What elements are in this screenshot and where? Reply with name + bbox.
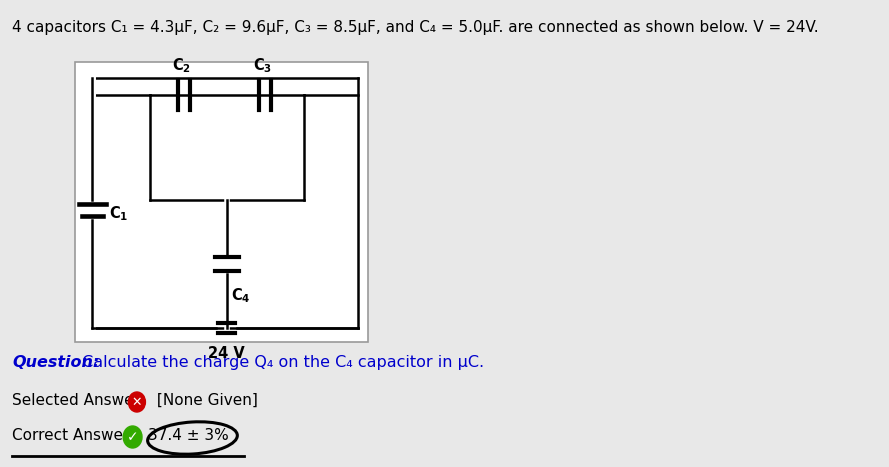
Text: $\mathbf{C_1}$: $\mathbf{C_1}$ [109,205,129,223]
Text: ✕: ✕ [132,396,142,409]
Text: $\mathbf{C_2}$: $\mathbf{C_2}$ [172,57,191,75]
Text: Correct Answer:: Correct Answer: [12,428,134,443]
Text: 37.4 ± 3%: 37.4 ± 3% [148,428,228,443]
Text: ✓: ✓ [127,430,139,444]
Text: Question:: Question: [12,355,100,370]
Text: 4 capacitors C₁ = 4.3μF, C₂ = 9.6μF, C₃ = 8.5μF, and C₄ = 5.0μF. are connected a: 4 capacitors C₁ = 4.3μF, C₂ = 9.6μF, C₃ … [12,20,819,35]
Text: Selected Answer:: Selected Answer: [12,393,145,408]
Circle shape [124,426,142,448]
Text: Calculate the charge Q₄ on the C₄ capacitor in μC.: Calculate the charge Q₄ on the C₄ capaci… [77,355,485,370]
FancyBboxPatch shape [76,62,368,342]
Text: 24 V: 24 V [208,346,245,361]
Text: [None Given]: [None Given] [152,393,258,408]
Text: $\mathbf{C_4}$: $\mathbf{C_4}$ [231,286,251,304]
Circle shape [128,392,146,412]
Text: $\mathbf{C_3}$: $\mathbf{C_3}$ [253,57,272,75]
